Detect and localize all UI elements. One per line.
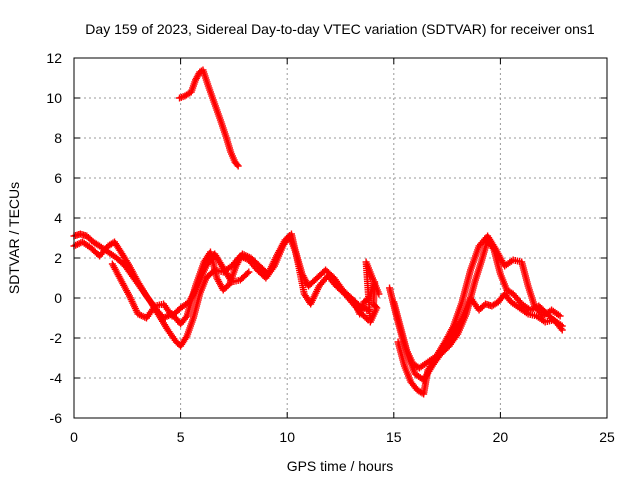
y-tick-label: -4 <box>50 370 63 386</box>
tick-labels: 0 5 10 15 20 25 -6 -4 -2 0 2 4 6 8 10 12 <box>46 50 615 445</box>
data-point <box>556 312 564 320</box>
x-axis-title: GPS time / hours <box>287 458 394 474</box>
series-arc-high <box>176 66 242 170</box>
x-tick-label: 0 <box>70 429 78 445</box>
series-arc-b <box>70 230 372 328</box>
axis-ticks <box>73 57 608 419</box>
series-arc-c <box>108 250 253 322</box>
x-tick-label: 25 <box>599 429 615 445</box>
series-arc-f <box>394 290 566 398</box>
y-tick-label: -6 <box>50 410 63 426</box>
series-arc-e <box>390 232 564 372</box>
x-tick-label: 10 <box>279 429 295 445</box>
x-tick-label: 20 <box>493 429 509 445</box>
y-tick-label: 2 <box>54 250 62 266</box>
data-point <box>245 268 253 276</box>
y-tick-label: 6 <box>54 170 62 186</box>
data-point <box>233 161 241 169</box>
x-tick-label: 15 <box>386 429 402 445</box>
plot-frame <box>73 57 608 419</box>
y-tick-label: 12 <box>46 50 62 66</box>
y-tick-label: 0 <box>54 290 62 306</box>
data-point <box>558 322 566 330</box>
data-point <box>375 290 383 298</box>
chart-title: Day 159 of 2023, Sidereal Day-to-day VTE… <box>85 21 595 37</box>
y-tick-label: 4 <box>54 210 62 226</box>
y-axis-title: SDTVAR / TECUs <box>6 182 22 294</box>
x-tick-label: 5 <box>177 429 185 445</box>
data-point <box>243 269 251 277</box>
grid-lines <box>74 58 607 418</box>
y-tick-label: 10 <box>46 90 62 106</box>
data-point <box>182 314 190 322</box>
data-point <box>234 162 242 170</box>
data-points <box>70 66 566 398</box>
y-tick-label: -2 <box>50 330 63 346</box>
y-tick-label: 8 <box>54 130 62 146</box>
series-scatter-extra <box>351 258 383 326</box>
